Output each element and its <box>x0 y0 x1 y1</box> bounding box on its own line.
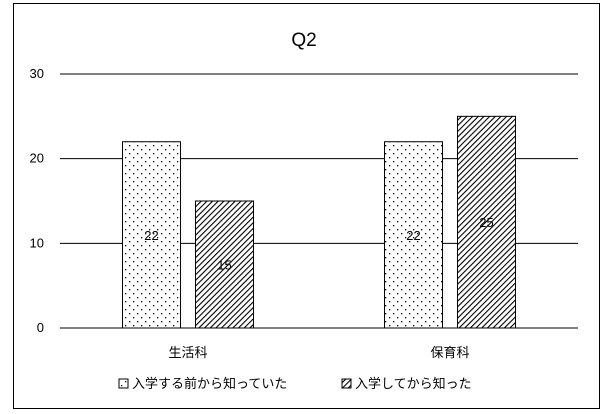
category-label: 生活科 <box>168 346 207 361</box>
data-label: 22 <box>144 228 158 243</box>
data-label: 15 <box>217 258 231 273</box>
y-axis-tick-labels: 0 10 20 30 <box>30 66 44 335</box>
bar <box>195 200 254 329</box>
chart-title: Q2 <box>291 30 316 51</box>
y-tick-label: 0 <box>37 320 44 335</box>
legend-swatch <box>341 378 352 389</box>
category-label: 保育科 <box>430 345 469 361</box>
legend-swatch <box>118 378 129 389</box>
bar <box>457 115 516 329</box>
x-axis-category-labels: 生活科 保育科 <box>168 345 469 361</box>
legend: 入学する前から知っていた 入学してから知った <box>118 376 472 392</box>
legend-label: 入学する前から知っていた <box>132 376 287 392</box>
bar <box>122 141 181 329</box>
y-tick-label: 20 <box>30 151 44 166</box>
y-tick-label: 30 <box>30 66 44 81</box>
data-label: 22 <box>406 228 420 243</box>
y-tick-label: 10 <box>30 235 44 250</box>
bars-layer <box>122 115 516 329</box>
data-labels-layer: 22 15 22 25 <box>144 215 493 272</box>
legend-label: 入学してから知った <box>355 376 472 392</box>
data-label: 25 <box>479 215 493 230</box>
bar <box>384 141 443 329</box>
